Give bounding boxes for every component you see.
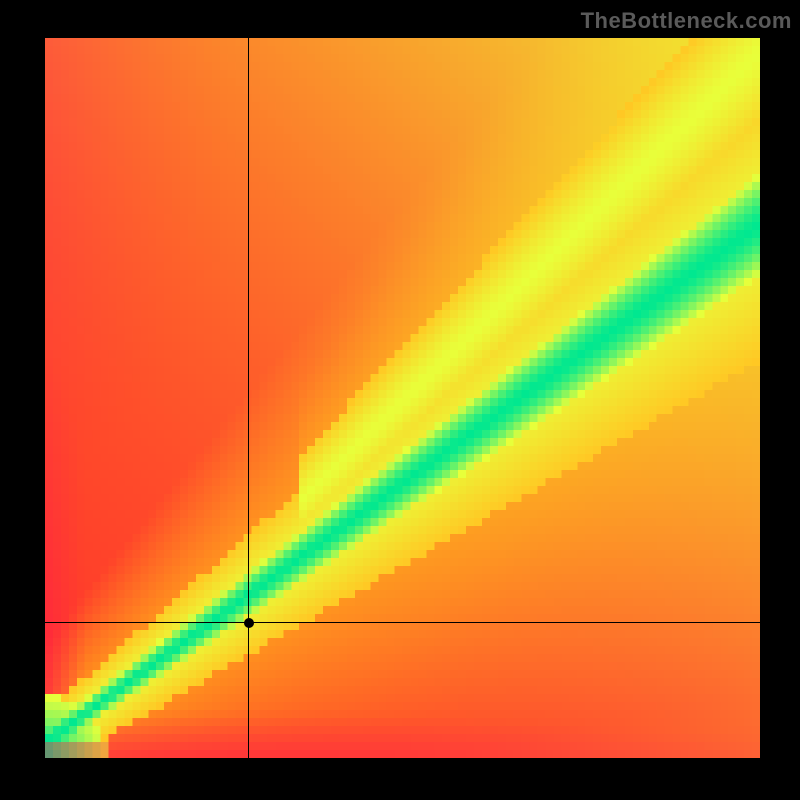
- crosshair-point: [244, 618, 254, 628]
- crosshair-vertical: [248, 38, 249, 758]
- bottleneck-heatmap: [45, 38, 760, 758]
- crosshair-horizontal: [45, 622, 760, 623]
- watermark-text: TheBottleneck.com: [581, 8, 792, 34]
